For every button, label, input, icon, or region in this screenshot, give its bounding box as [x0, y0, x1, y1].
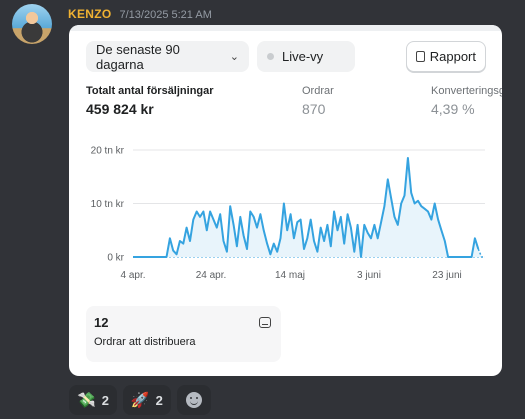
metric-orders[interactable]: Ordrar 870	[302, 85, 334, 117]
message-header: KENZO 7/13/2025 5:21 AM	[68, 7, 212, 21]
chart-y-tick-label: 10 tn kr	[91, 199, 125, 210]
metric-label: Totalt antal försäljningar	[86, 85, 214, 97]
avatar[interactable]	[12, 4, 52, 44]
chart-x-tick-label: 24 apr.	[196, 270, 227, 281]
metric-conversion[interactable]: Konverteringsgrad 4,39 %	[431, 85, 502, 117]
metric-total-sales[interactable]: Totalt antal försäljningar 459 824 kr	[86, 85, 214, 117]
report-button[interactable]: Rapport	[406, 41, 486, 72]
chart-y-tick-label: 0 kr	[107, 253, 124, 264]
report-icon	[416, 51, 425, 62]
chart-series-area	[133, 158, 485, 257]
live-view-label: Live-vy	[282, 49, 324, 64]
timestamp: 7/13/2025 5:21 AM	[119, 9, 212, 21]
reaction-count: 2	[101, 392, 109, 408]
embed-image-card[interactable]: De senaste 90 dagarna ⌄ Live-vy Rapport …	[69, 25, 502, 376]
author-name[interactable]: KENZO	[68, 7, 112, 21]
sales-line-chart: 20 tn kr 10 tn kr 0 kr 4 apr. 24 apr. 14 maj…	[91, 146, 485, 281]
chart-x-tick-label: 4 apr.	[120, 270, 145, 281]
orders-to-fulfill-card[interactable]: 12 Ordrar att distribuera	[86, 306, 281, 362]
chart-x-tick-label: 23 juni	[432, 270, 461, 281]
chart-x-ticks: 4 apr. 24 apr. 14 maj 3 juni 23 juni	[120, 270, 461, 281]
orders-label: Ordrar att distribuera	[94, 336, 196, 348]
metric-label: Ordrar	[302, 85, 334, 97]
chart-y-tick-label: 20 tn kr	[91, 146, 125, 157]
reaction-money[interactable]: 💸 2	[69, 385, 117, 415]
reaction-rocket[interactable]: 🚀 2	[122, 385, 171, 415]
chevron-down-icon: ⌄	[229, 51, 239, 63]
chart-x-tick-label: 3 juni	[357, 270, 381, 281]
add-reaction-icon	[185, 392, 202, 408]
add-reaction-button[interactable]	[176, 385, 211, 415]
live-view-button[interactable]: Live-vy	[257, 41, 355, 72]
date-range-button[interactable]: De senaste 90 dagarna ⌄	[86, 41, 249, 72]
live-dot-icon	[267, 53, 274, 60]
chart-y-ticks: 20 tn kr 10 tn kr 0 kr	[91, 146, 125, 264]
orders-count: 12	[94, 315, 109, 330]
card-top-strip	[69, 25, 502, 31]
inbox-icon	[259, 317, 271, 328]
reaction-count: 2	[155, 392, 163, 408]
report-label: Rapport	[429, 49, 476, 64]
chart-series-line	[133, 157, 480, 258]
rocket-icon: 🚀	[130, 392, 150, 409]
metric-value: 4,39 %	[431, 101, 475, 117]
metric-value: 870	[302, 101, 326, 117]
chart-x-tick-label: 14 maj	[275, 270, 305, 281]
money-wings-icon: 💸	[77, 392, 96, 409]
reactions-bar: 💸 2 🚀 2	[69, 385, 211, 415]
chart-series-line-dashed	[477, 248, 485, 258]
date-range-label: De senaste 90 dagarna	[96, 41, 180, 72]
metric-value: 459 824 kr	[86, 101, 154, 117]
metric-label: Konverteringsgrad	[431, 85, 502, 97]
